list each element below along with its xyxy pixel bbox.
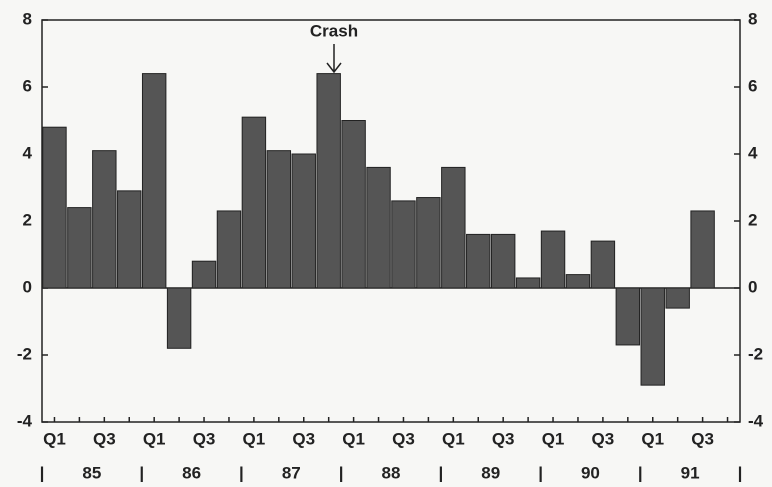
bar <box>466 233 491 289</box>
year-label: 88 <box>382 463 401 482</box>
bar <box>92 150 117 289</box>
year-label: 89 <box>481 463 500 482</box>
year-separator: | <box>139 463 144 482</box>
y2-tick-label: -4 <box>748 411 764 430</box>
bar <box>490 233 516 289</box>
x-tick-label: Q3 <box>193 429 216 448</box>
y2-tick-label: -2 <box>748 344 763 363</box>
bar <box>266 150 292 289</box>
year-label: 85 <box>82 463 101 482</box>
bar <box>117 190 142 289</box>
year-label: 91 <box>681 463 700 482</box>
year-label: 86 <box>182 463 201 482</box>
x-tick-label: Q1 <box>243 429 266 448</box>
bar <box>67 207 92 289</box>
bar <box>416 197 441 289</box>
bar <box>665 287 690 309</box>
bar <box>565 274 591 289</box>
y2-tick-label: 4 <box>748 143 758 162</box>
bar <box>141 73 167 289</box>
y2-tick-label: 2 <box>748 210 757 229</box>
bar <box>391 200 416 289</box>
bar <box>191 260 217 289</box>
bar <box>241 116 267 289</box>
year-label: 87 <box>282 463 301 482</box>
y2-tick-label: 0 <box>748 277 757 296</box>
y-tick-label: 0 <box>23 277 32 296</box>
year-separator: | <box>239 463 244 482</box>
bar <box>590 240 616 289</box>
annotation-arrow <box>326 44 342 74</box>
x-tick-label: Q1 <box>542 429 565 448</box>
y-tick-label: -2 <box>17 344 32 363</box>
y-tick-label: 8 <box>23 9 32 28</box>
y2-tick-label: 6 <box>748 76 757 95</box>
year-separator: | <box>638 463 643 482</box>
x-tick-label: Q1 <box>342 429 365 448</box>
annotation: Crash <box>310 21 358 40</box>
bar <box>316 73 341 289</box>
bar <box>540 230 566 289</box>
bar <box>291 153 316 289</box>
bar <box>441 166 466 289</box>
x-tick-label: Q1 <box>641 429 664 448</box>
bar <box>615 287 641 346</box>
year-separator: | <box>339 463 344 482</box>
bar <box>690 210 715 289</box>
y-tick-label: 2 <box>23 210 32 229</box>
bar <box>216 210 242 289</box>
x-tick-label: Q3 <box>592 429 615 448</box>
year-separator: | <box>438 463 443 482</box>
year-label: 90 <box>581 463 600 482</box>
bar <box>640 287 665 386</box>
y-tick-label: 4 <box>23 143 33 162</box>
year-separator: | <box>738 463 743 482</box>
x-tick-label: Q1 <box>442 429 465 448</box>
y-tick-label: -4 <box>17 411 33 430</box>
bar <box>515 277 541 289</box>
x-tick-label: Q3 <box>93 429 116 448</box>
y2-tick-label: 8 <box>748 9 757 28</box>
x-tick-label: Q1 <box>143 429 166 448</box>
x-tick-label: Q3 <box>392 429 415 448</box>
bar <box>166 287 192 349</box>
year-separator: | <box>40 463 45 482</box>
x-tick-label: Q3 <box>292 429 315 448</box>
y-tick-label: 6 <box>23 76 32 95</box>
bar <box>341 120 366 289</box>
bar <box>42 126 67 289</box>
x-tick-label: Q3 <box>691 429 714 448</box>
year-separator: | <box>538 463 543 482</box>
x-tick-label: Q1 <box>43 429 66 448</box>
bar <box>366 166 391 289</box>
x-tick-label: Q3 <box>492 429 515 448</box>
